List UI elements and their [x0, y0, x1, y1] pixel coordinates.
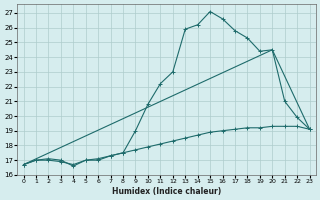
- X-axis label: Humidex (Indice chaleur): Humidex (Indice chaleur): [112, 187, 221, 196]
